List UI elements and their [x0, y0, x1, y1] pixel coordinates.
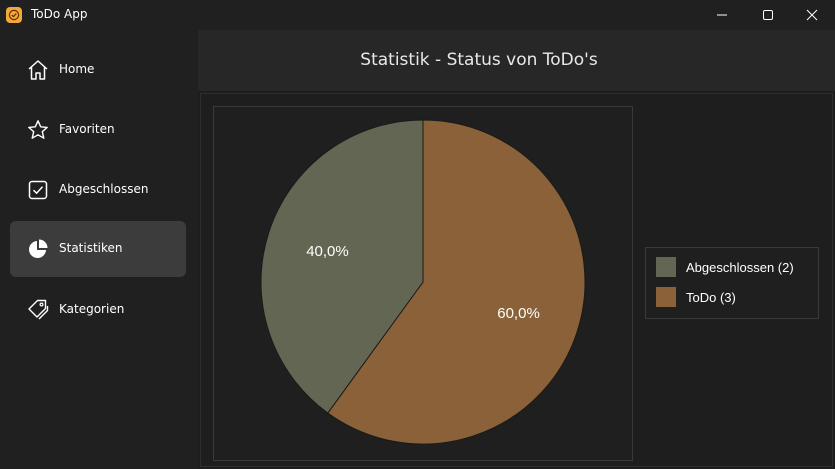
star-icon [26, 118, 50, 142]
main-content: 60,0% 40,0% Abgeschlossen (2) ToDo (3) [198, 91, 835, 469]
slice-percent-label: 60,0% [497, 305, 540, 322]
pie-slice-abgeschlossen [260, 119, 424, 414]
page-title: Statistik - Status von ToDo's [360, 50, 598, 70]
legend-swatch [656, 287, 676, 307]
sidebar-item-label: Favoriten [59, 122, 115, 136]
chart-area: 60,0% 40,0% [213, 106, 633, 461]
legend-label: ToDo (3) [686, 289, 736, 305]
home-icon [26, 58, 50, 82]
page-header: Statistik - Status von ToDo's [198, 30, 835, 91]
sidebar: Home Favoriten Abgeschlossen Statistiken… [0, 30, 198, 469]
sidebar-item-kategorien[interactable]: Kategorien [10, 282, 186, 338]
title-bar: ToDo App [0, 0, 835, 30]
chart-legend: Abgeschlossen (2) ToDo (3) [645, 247, 819, 319]
sidebar-item-abgeschlossen[interactable]: Abgeschlossen [10, 162, 186, 218]
pie-chart: 60,0% 40,0% [260, 119, 586, 445]
legend-item: Abgeschlossen (2) [656, 256, 794, 278]
sidebar-item-statistiken[interactable]: Statistiken [10, 221, 186, 277]
pie-slice-todo [327, 119, 586, 445]
sidebar-item-label: Home [59, 62, 95, 76]
minimize-button[interactable] [699, 0, 745, 30]
chart-panel: 60,0% 40,0% Abgeschlossen (2) ToDo (3) [200, 93, 833, 467]
checkbox-icon [26, 178, 50, 202]
legend-item: ToDo (3) [656, 286, 736, 308]
sidebar-item-home[interactable]: Home [10, 42, 186, 98]
sidebar-item-label: Abgeschlossen [59, 182, 149, 196]
slice-percent-label: 40,0% [306, 243, 349, 260]
pie-chart-icon [26, 237, 50, 261]
sidebar-item-label: Statistiken [59, 241, 123, 255]
tags-icon [26, 298, 50, 322]
sidebar-item-label: Kategorien [59, 302, 125, 316]
app-logo-icon [6, 7, 22, 23]
legend-label: Abgeschlossen (2) [686, 259, 794, 275]
close-button[interactable] [789, 0, 835, 30]
legend-swatch [656, 257, 676, 277]
window-title: ToDo App [31, 7, 88, 21]
maximize-button[interactable] [745, 0, 791, 30]
sidebar-item-favoriten[interactable]: Favoriten [10, 102, 186, 158]
